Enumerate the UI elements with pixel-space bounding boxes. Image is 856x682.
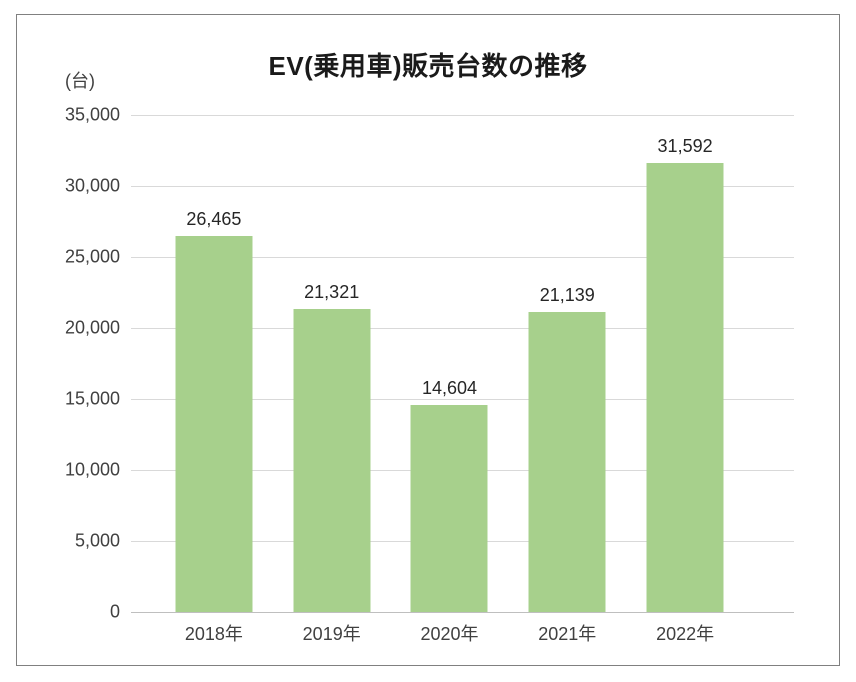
- bar-value-label: 31,592: [657, 136, 713, 157]
- gridline: [131, 327, 794, 329]
- x-axis: 2018年 2019年 2020年 2021年 2022年: [155, 620, 744, 646]
- bar-series: 26,465 21,321 14,604 21,139 31,592: [155, 115, 744, 612]
- y-tick-label: 20,000: [64, 317, 120, 338]
- x-tick-label: 2019年: [302, 624, 361, 644]
- bar-column: 21,139: [508, 115, 626, 612]
- x-tick-label: 2018年: [184, 624, 243, 644]
- bar: [293, 309, 371, 612]
- bar: [528, 311, 606, 612]
- x-tick-label: 2022年: [656, 624, 715, 644]
- bar-value-label: 21,321: [304, 282, 360, 303]
- bar-value-label: 26,465: [186, 209, 242, 230]
- chart-title: EV(乗用車)販売台数の推移: [268, 51, 588, 81]
- y-tick-label: 0: [109, 601, 120, 622]
- y-tick-label: 15,000: [64, 388, 120, 409]
- gridline: [131, 256, 794, 258]
- bar: [175, 236, 253, 612]
- y-tick-label: 35,000: [64, 104, 120, 125]
- bar-column: 26,465: [155, 115, 273, 612]
- x-axis-line: [131, 611, 794, 613]
- chart-frame: EV(乗用車)販売台数の推移 (台) 0 5,000 10,000 15,000 20,…: [16, 14, 840, 666]
- gridline: [131, 185, 794, 187]
- bar-value-label: 21,139: [539, 284, 595, 305]
- bar-column: 31,592: [626, 115, 744, 612]
- y-tick-label: 10,000: [64, 459, 120, 480]
- x-tick-label: 2021年: [538, 624, 597, 644]
- plot-area: 0 5,000 10,000 15,000 20,000 25,000 30,000 35,0…: [65, 105, 794, 644]
- gridline: [131, 114, 794, 116]
- bar-column: 21,321: [273, 115, 391, 612]
- x-tick-label: 2020年: [420, 624, 479, 644]
- gridline: [131, 398, 794, 400]
- y-axis-unit-label: (台): [65, 71, 95, 91]
- bar-value-label: 14,604: [421, 377, 478, 398]
- bar-column: 14,604: [391, 115, 509, 612]
- y-tick-label: 25,000: [64, 246, 120, 267]
- y-tick-label: 5,000: [74, 530, 120, 551]
- bar: [410, 404, 488, 612]
- bar: [646, 163, 724, 612]
- y-tick-label: 30,000: [64, 175, 120, 196]
